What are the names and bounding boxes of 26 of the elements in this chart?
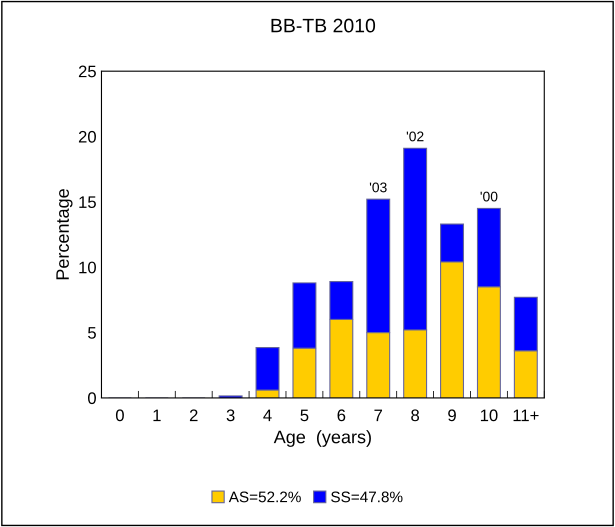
x-tick-label: 8	[411, 409, 420, 422]
x-tick-label: 5	[300, 410, 308, 422]
x-tick-label: 6	[338, 409, 346, 422]
y-tick-label: 0	[88, 392, 96, 404]
x-tick-label: 3	[226, 409, 235, 422]
y-tick-label: 5	[88, 327, 96, 339]
annotation: '00	[480, 192, 498, 202]
x-tick-label: 2	[190, 409, 198, 422]
annotation: '02	[406, 132, 424, 142]
legend-label: AS=52.2%	[228, 492, 301, 502]
x-tick-label: 9	[448, 409, 456, 422]
x-axis-title: Age (years)	[274, 430, 371, 447]
y-tick-label: 10	[79, 262, 96, 274]
y-tick-label: 15	[79, 196, 96, 208]
annotation: '03	[370, 182, 387, 192]
x-tick-label: 1	[153, 410, 161, 422]
legend-label: SS=47.8%	[331, 492, 402, 502]
chart-title: BB-TB 2010	[272, 18, 376, 32]
y-axis-title: Percentage	[56, 189, 73, 280]
y-tick-label: 20	[78, 130, 96, 143]
x-tick-label: 0	[116, 409, 124, 422]
x-tick-label: 7	[374, 410, 382, 422]
y-tick-label: 25	[78, 66, 96, 78]
x-tick-label: 4	[263, 410, 272, 422]
x-tick-label: 11+	[514, 410, 539, 422]
x-tick-label: 10	[480, 409, 498, 422]
